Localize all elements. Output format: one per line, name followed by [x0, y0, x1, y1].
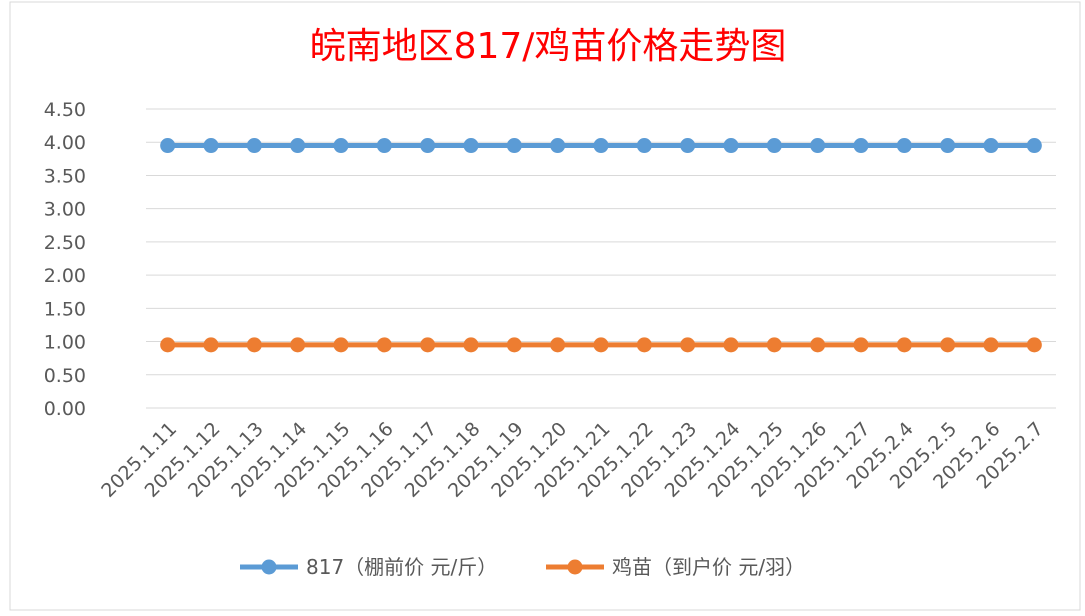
data-point: [810, 337, 826, 353]
legend-swatch-marker: [567, 559, 583, 575]
data-point: [160, 337, 176, 353]
y-tick-label: 1.00: [44, 332, 86, 354]
y-tick-label: 0.00: [44, 398, 86, 420]
chart-border: [9, 1, 1081, 611]
data-point: [853, 138, 869, 154]
data-point: [506, 138, 522, 154]
y-tick-label: 4.00: [44, 132, 86, 154]
data-point: [680, 138, 696, 154]
data-point: [246, 138, 262, 154]
data-point: [246, 337, 262, 353]
data-point: [853, 337, 869, 353]
data-point: [420, 337, 436, 353]
y-tick-label: 4.50: [44, 99, 86, 121]
data-point: [940, 138, 956, 154]
data-point: [203, 138, 219, 154]
data-point: [636, 138, 652, 154]
data-point: [376, 138, 392, 154]
data-point: [940, 337, 956, 353]
legend-label: 鸡苗（到户价 元/羽）: [612, 555, 805, 579]
data-point: [680, 337, 696, 353]
y-axis-tick-labels: 0.00 0.50 1.00 1.50 2.00 2.50 3.00 3.50 4.00 4.50: [44, 99, 86, 420]
data-point: [333, 337, 349, 353]
data-point: [983, 337, 999, 353]
data-point: [1026, 337, 1042, 353]
data-point: [463, 337, 479, 353]
legend: 817（棚前价 元/斤） 鸡苗（到户价 元/羽）: [240, 555, 805, 579]
data-point: [810, 138, 826, 154]
data-point: [160, 138, 176, 154]
data-point: [290, 138, 306, 154]
data-point: [333, 138, 349, 154]
data-point: [636, 337, 652, 353]
data-point: [1026, 138, 1042, 154]
data-point: [550, 138, 566, 154]
y-tick-label: 2.50: [44, 232, 86, 254]
y-tick-label: 1.50: [44, 298, 86, 320]
data-point: [463, 138, 479, 154]
data-point: [593, 138, 609, 154]
data-point: [723, 337, 739, 353]
y-tick-label: 3.00: [44, 199, 86, 221]
data-point: [766, 337, 782, 353]
data-point: [896, 138, 912, 154]
y-tick-label: 0.50: [44, 365, 86, 387]
legend-swatch-marker: [261, 559, 277, 575]
data-point: [593, 337, 609, 353]
data-point: [290, 337, 306, 353]
y-tick-label: 3.50: [44, 165, 86, 187]
data-point: [766, 138, 782, 154]
legend-label: 817（棚前价 元/斤）: [306, 555, 497, 579]
data-point: [723, 138, 739, 154]
chart-title: 皖南地区817/鸡苗价格走势图: [310, 26, 787, 67]
data-point: [506, 337, 522, 353]
data-point: [203, 337, 219, 353]
data-point: [550, 337, 566, 353]
data-point: [376, 337, 392, 353]
data-point: [896, 337, 912, 353]
y-tick-label: 2.00: [44, 265, 86, 287]
data-point: [983, 138, 999, 154]
series-group: [160, 138, 1042, 353]
data-point: [420, 138, 436, 154]
